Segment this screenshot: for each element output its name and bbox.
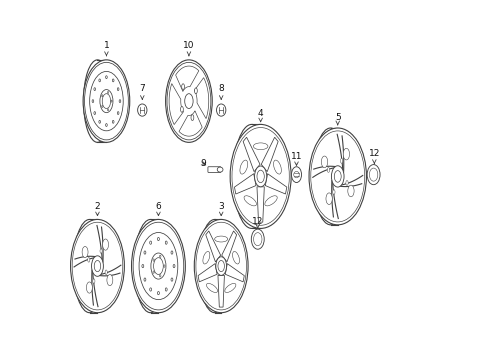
Ellipse shape xyxy=(143,251,145,254)
Ellipse shape xyxy=(206,283,217,292)
Text: 8: 8 xyxy=(218,84,224,99)
Text: 9: 9 xyxy=(200,159,206,168)
Ellipse shape xyxy=(332,190,334,194)
Ellipse shape xyxy=(94,88,95,91)
Ellipse shape xyxy=(326,167,329,172)
Ellipse shape xyxy=(157,237,159,240)
Ellipse shape xyxy=(291,167,301,183)
Ellipse shape xyxy=(107,109,108,111)
FancyBboxPatch shape xyxy=(207,167,221,172)
Ellipse shape xyxy=(86,282,92,293)
Ellipse shape xyxy=(163,265,164,267)
Ellipse shape xyxy=(87,257,90,262)
Ellipse shape xyxy=(232,251,239,264)
Ellipse shape xyxy=(171,251,173,254)
Ellipse shape xyxy=(347,185,353,197)
Ellipse shape xyxy=(240,160,247,174)
Ellipse shape xyxy=(257,170,264,183)
Ellipse shape xyxy=(117,88,119,91)
Ellipse shape xyxy=(325,193,331,204)
Ellipse shape xyxy=(149,288,151,291)
Ellipse shape xyxy=(149,241,151,244)
Ellipse shape xyxy=(107,274,113,286)
Ellipse shape xyxy=(117,112,119,114)
Ellipse shape xyxy=(153,259,154,261)
Text: 12: 12 xyxy=(252,217,263,229)
Ellipse shape xyxy=(194,88,197,94)
Ellipse shape xyxy=(142,265,143,268)
Ellipse shape xyxy=(83,60,129,142)
Text: 4: 4 xyxy=(257,109,263,122)
Text: 11: 11 xyxy=(290,152,302,166)
Ellipse shape xyxy=(119,100,121,103)
Ellipse shape xyxy=(173,265,175,268)
Ellipse shape xyxy=(105,76,107,78)
Text: 10: 10 xyxy=(183,41,194,56)
Ellipse shape xyxy=(153,271,154,273)
Ellipse shape xyxy=(308,128,366,225)
Ellipse shape xyxy=(254,166,266,187)
Text: 2: 2 xyxy=(95,202,100,216)
Ellipse shape xyxy=(112,79,114,82)
Ellipse shape xyxy=(224,283,235,292)
Ellipse shape xyxy=(214,236,227,242)
Text: 7: 7 xyxy=(139,84,145,99)
Ellipse shape xyxy=(251,229,264,249)
Ellipse shape xyxy=(165,241,167,244)
Ellipse shape xyxy=(216,104,225,116)
Ellipse shape xyxy=(340,158,342,163)
Ellipse shape xyxy=(143,278,145,281)
Ellipse shape xyxy=(343,148,349,160)
Ellipse shape xyxy=(215,257,226,275)
Ellipse shape xyxy=(100,249,102,253)
Ellipse shape xyxy=(105,270,107,275)
Ellipse shape xyxy=(94,112,95,114)
Ellipse shape xyxy=(82,247,88,258)
Ellipse shape xyxy=(182,84,184,90)
Ellipse shape xyxy=(253,143,267,150)
Ellipse shape xyxy=(107,91,108,94)
Ellipse shape xyxy=(217,167,223,172)
Text: 12: 12 xyxy=(368,149,379,164)
Ellipse shape xyxy=(105,123,107,126)
Ellipse shape xyxy=(264,196,277,206)
Ellipse shape xyxy=(100,90,113,113)
Ellipse shape xyxy=(93,279,95,283)
Ellipse shape xyxy=(180,107,183,112)
Ellipse shape xyxy=(70,220,124,313)
Ellipse shape xyxy=(165,60,212,142)
Ellipse shape xyxy=(165,288,167,291)
Ellipse shape xyxy=(331,166,344,187)
Ellipse shape xyxy=(184,94,193,108)
Text: 1: 1 xyxy=(103,41,109,56)
Ellipse shape xyxy=(366,165,379,185)
Ellipse shape xyxy=(273,160,281,174)
Ellipse shape xyxy=(111,100,112,102)
Ellipse shape xyxy=(191,115,193,121)
Ellipse shape xyxy=(218,261,224,272)
Ellipse shape xyxy=(99,79,101,82)
Ellipse shape xyxy=(244,196,256,206)
Ellipse shape xyxy=(102,239,108,250)
Text: 3: 3 xyxy=(218,202,224,216)
Ellipse shape xyxy=(137,104,147,116)
Ellipse shape xyxy=(131,220,185,313)
Ellipse shape xyxy=(321,156,327,168)
Ellipse shape xyxy=(345,180,347,185)
Ellipse shape xyxy=(159,275,161,277)
Text: 5: 5 xyxy=(334,113,340,125)
Text: 6: 6 xyxy=(155,202,161,216)
Ellipse shape xyxy=(151,253,165,279)
Ellipse shape xyxy=(112,120,114,123)
Ellipse shape xyxy=(159,255,161,257)
Ellipse shape xyxy=(171,278,173,281)
Ellipse shape xyxy=(157,292,159,295)
Ellipse shape xyxy=(99,120,101,123)
Ellipse shape xyxy=(91,256,103,276)
Ellipse shape xyxy=(230,125,290,228)
Ellipse shape xyxy=(194,220,247,313)
Ellipse shape xyxy=(203,251,209,264)
Ellipse shape xyxy=(92,100,94,103)
